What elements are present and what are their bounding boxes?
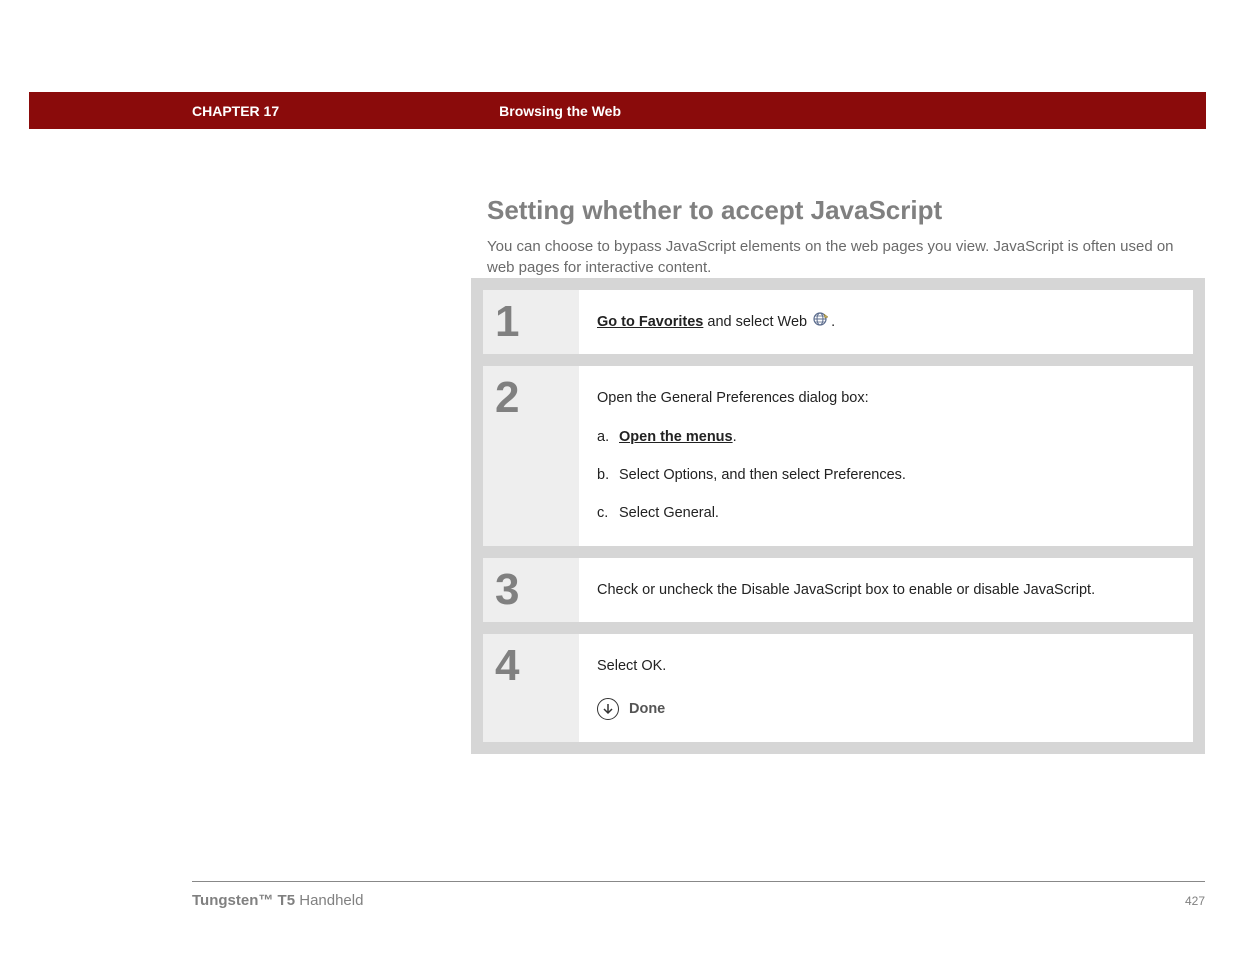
chapter-number: CHAPTER 17 (192, 103, 279, 119)
step-number: 1 (495, 300, 519, 344)
step-body: Go to Favorites and select Web . (579, 290, 1193, 354)
step-1-rest: and select Web (703, 314, 811, 330)
page: CHAPTER 17 Browsing the Web Setting whet… (29, 0, 1206, 954)
step-row-3: 3 Check or uncheck the Disable JavaScrip… (483, 558, 1193, 622)
product-name: Tungsten™ T5 Handheld (192, 892, 363, 909)
sub-steps: a.Open the menus. b.Select Options, and … (597, 427, 1175, 524)
step-3-text: Check or uncheck the Disable JavaScript … (597, 580, 1175, 600)
step-number-cell: 4 (483, 634, 579, 742)
step-4-text: Select OK. (597, 656, 1175, 676)
step-body: Select OK. Done (579, 634, 1193, 742)
page-number: 427 (1185, 894, 1205, 908)
done-indicator: Done (597, 698, 1175, 720)
step-row-2: 2 Open the General Preferences dialog bo… (483, 366, 1193, 545)
steps-table: 1 Go to Favorites and select Web . 2 Ope… (471, 278, 1205, 754)
step-row-1: 1 Go to Favorites and select Web . (483, 290, 1193, 354)
section-title: Setting whether to accept JavaScript (487, 195, 1177, 226)
sub-step-c: c.Select General. (597, 503, 1175, 523)
step-1-text: Go to Favorites and select Web . (597, 312, 1175, 332)
section-intro: You can choose to bypass JavaScript elem… (487, 236, 1177, 278)
step-number-cell: 3 (483, 558, 579, 622)
step-row-4: 4 Select OK. Done (483, 634, 1193, 742)
sub-step-a: a.Open the menus. (597, 427, 1175, 447)
page-footer: Tungsten™ T5 Handheld 427 (192, 881, 1205, 909)
step-number: 3 (495, 568, 519, 612)
step-number-cell: 2 (483, 366, 579, 545)
chapter-section: Browsing the Web (499, 103, 621, 119)
step-number-cell: 1 (483, 290, 579, 354)
web-icon (813, 312, 829, 332)
step-body: Open the General Preferences dialog box:… (579, 366, 1193, 545)
go-to-favorites-link[interactable]: Go to Favorites (597, 314, 703, 330)
sub-letter-a: a. (597, 427, 619, 447)
step-body: Check or uncheck the Disable JavaScript … (579, 558, 1193, 622)
sub-letter-c: c. (597, 503, 619, 523)
step-number: 4 (495, 644, 519, 688)
product-bold: Tungsten™ T5 (192, 892, 295, 909)
sub-letter-b: b. (597, 465, 619, 485)
sub-step-b: b.Select Options, and then select Prefer… (597, 465, 1175, 485)
sub-b-text: Select Options, and then select Preferen… (619, 467, 906, 483)
open-menus-link[interactable]: Open the menus (619, 429, 733, 445)
step-1-period: . (831, 314, 835, 330)
done-label: Done (629, 699, 665, 719)
step-number: 2 (495, 376, 519, 420)
sub-c-text: Select General. (619, 505, 719, 521)
chapter-header: CHAPTER 17 Browsing the Web (29, 92, 1206, 129)
product-rest: Handheld (295, 892, 363, 909)
step-2-lead: Open the General Preferences dialog box: (597, 388, 1175, 408)
sub-a-period: . (733, 429, 737, 445)
down-arrow-icon (597, 698, 619, 720)
